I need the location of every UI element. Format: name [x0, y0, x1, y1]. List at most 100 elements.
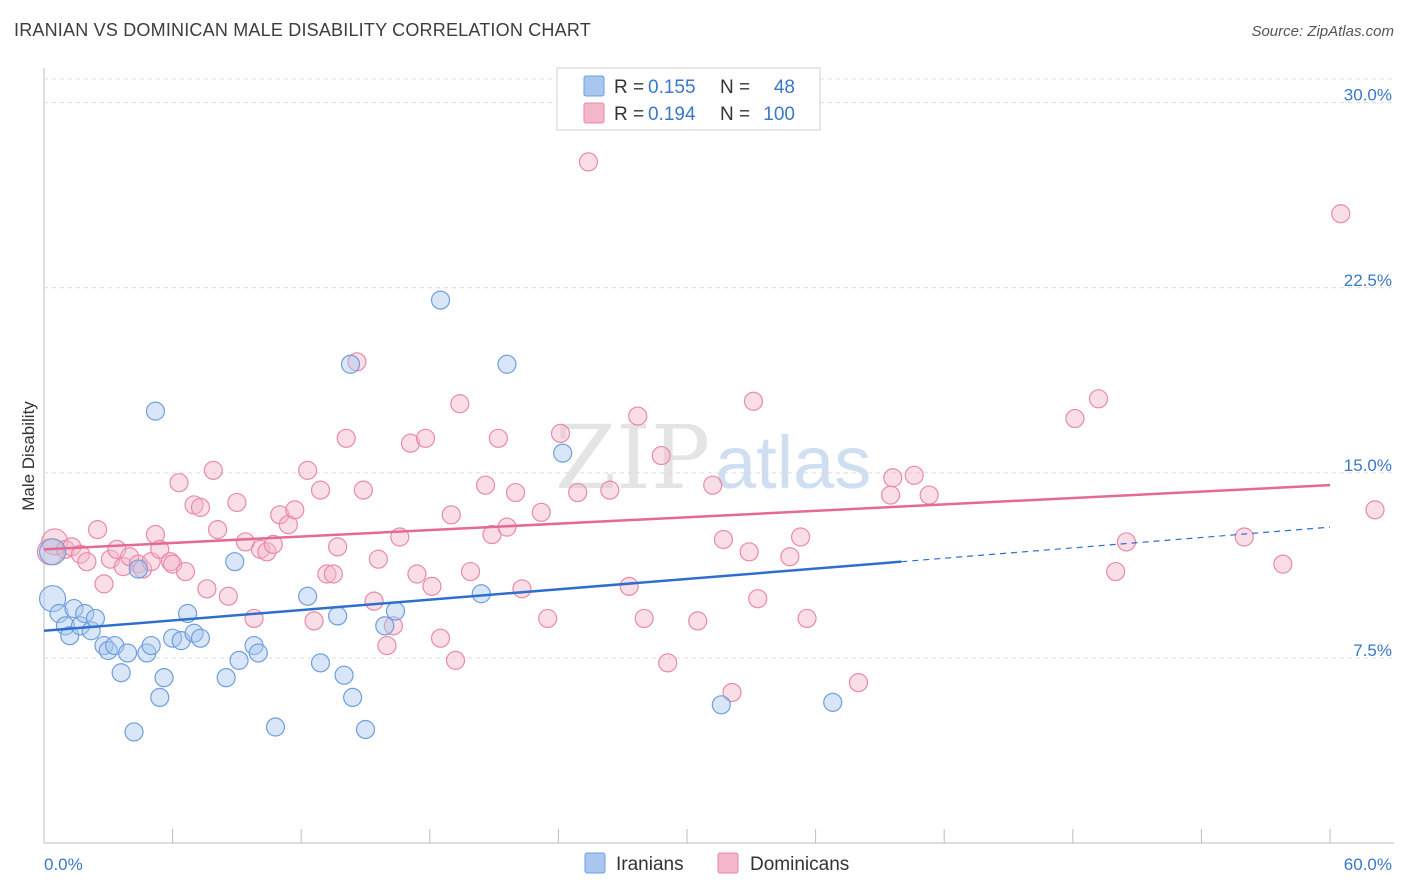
dominican-point	[713, 529, 734, 550]
y-tick-label: 22.5%	[1344, 271, 1392, 290]
iranian-point	[184, 623, 204, 643]
dominican-point	[1273, 554, 1293, 574]
iranian-point	[430, 290, 451, 310]
dominican-point	[505, 482, 526, 503]
iranian-point	[343, 687, 363, 708]
dominican-point	[628, 406, 648, 426]
dominican-point	[739, 542, 759, 562]
watermark-atlas: atlas	[715, 421, 871, 504]
dominican-point	[430, 628, 451, 648]
correlation-legend: R = 0.155 N = 48 R = 0.194 N = 100	[556, 67, 821, 131]
dominican-point	[77, 552, 97, 572]
dominican-point	[881, 485, 901, 505]
dominicans-points	[36, 152, 1385, 703]
dominican-point	[578, 152, 599, 172]
dominican-point	[904, 465, 924, 485]
dominican-point	[87, 519, 108, 540]
dominican-point	[113, 557, 133, 577]
dominican-point	[634, 608, 654, 629]
y-tick-label: 7.5%	[1353, 641, 1392, 660]
y-axis-label: Male Disability	[19, 401, 38, 511]
dominican-point	[70, 544, 91, 564]
dominican-point	[203, 460, 223, 480]
x-axis-ticks	[43, 829, 1331, 843]
dominican-point	[328, 537, 348, 557]
bottom-legend-swatch-dominicans	[717, 852, 739, 874]
dominican-point	[475, 475, 496, 495]
iranian-point	[334, 665, 354, 685]
legend-swatch-dominicans	[583, 102, 605, 124]
iranians-trend-line	[43, 560, 902, 633]
iranian-point	[823, 692, 843, 712]
dominican-point	[688, 611, 708, 631]
iranian-point	[298, 586, 318, 606]
dominican-point	[353, 480, 373, 500]
dominican-point	[1234, 527, 1254, 547]
dominican-point	[658, 653, 678, 673]
dominican-point	[531, 502, 551, 522]
bottom-legend-label-dominicans: Dominicans	[750, 854, 849, 875]
iranian-point	[190, 628, 211, 648]
legend-r-value-iranians: 0.155	[648, 77, 696, 98]
dominican-point	[317, 564, 337, 584]
dominican-point	[780, 547, 800, 567]
iranian-point	[49, 603, 69, 624]
dominican-point	[1116, 532, 1136, 552]
dominican-point	[422, 576, 442, 596]
dominican-point	[323, 564, 343, 584]
dominican-point	[797, 608, 817, 629]
dominican-point	[919, 485, 939, 505]
dominican-point	[400, 433, 421, 453]
y-tick-label: 30.0%	[1344, 86, 1392, 105]
dominican-point	[441, 505, 461, 525]
legend-n-value-dominicans: 100	[763, 104, 795, 125]
dominican-point	[619, 576, 639, 596]
legend-n-label-dominicans: N =	[720, 104, 750, 125]
bottom-legend-label-iranians: Iranians	[616, 854, 684, 875]
legend-r-label-iranians: R =	[614, 77, 644, 98]
iranian-point	[310, 653, 331, 673]
y-tick-label: 15.0%	[1344, 456, 1392, 475]
dominican-point	[298, 460, 318, 480]
iranian-point	[229, 650, 249, 670]
dominican-point	[512, 579, 532, 599]
dominican-point	[1365, 500, 1385, 520]
iranian-point	[124, 722, 144, 742]
dominican-point	[550, 423, 571, 443]
trend-lines	[43, 483, 1331, 633]
dominican-point	[488, 428, 508, 448]
dominican-point	[722, 682, 742, 703]
dominican-point	[263, 534, 283, 555]
legend-r-label-dominicans: R =	[614, 104, 644, 125]
dominican-point	[600, 480, 620, 500]
iranians-trend-extension	[901, 526, 1331, 563]
iranian-point	[553, 443, 573, 463]
dominican-point	[336, 428, 356, 448]
iranian-point	[375, 616, 395, 636]
iranian-point	[128, 559, 148, 579]
iranian-point	[154, 668, 174, 688]
legend-swatch-iranians	[583, 75, 605, 97]
iranian-point	[711, 695, 731, 715]
dominican-point	[304, 611, 324, 631]
iranian-point	[265, 717, 286, 737]
iranian-point	[340, 354, 361, 374]
dominican-point	[208, 519, 228, 540]
dominican-point	[790, 527, 811, 547]
iranian-point	[141, 635, 161, 656]
dominican-point	[538, 608, 558, 629]
iranian-point	[471, 584, 491, 604]
iranian-point	[60, 626, 80, 646]
y-axis-tick-labels: 7.5% 15.0% 22.5% 30.0%	[1344, 86, 1392, 660]
dominican-point	[160, 552, 181, 572]
series-legend: Iranians Dominicans	[584, 852, 849, 875]
chart-title: IRANIAN VS DOMINICAN MALE DISABILITY COR…	[14, 20, 591, 40]
source-label: Source: ZipAtlas.com	[1251, 23, 1394, 40]
dominican-point	[407, 564, 427, 584]
dominican-point	[703, 475, 723, 495]
dominican-point	[175, 561, 196, 582]
dominican-point	[94, 574, 114, 594]
iranian-point	[98, 640, 118, 661]
dominican-point	[651, 445, 671, 466]
dominican-point	[568, 482, 588, 503]
